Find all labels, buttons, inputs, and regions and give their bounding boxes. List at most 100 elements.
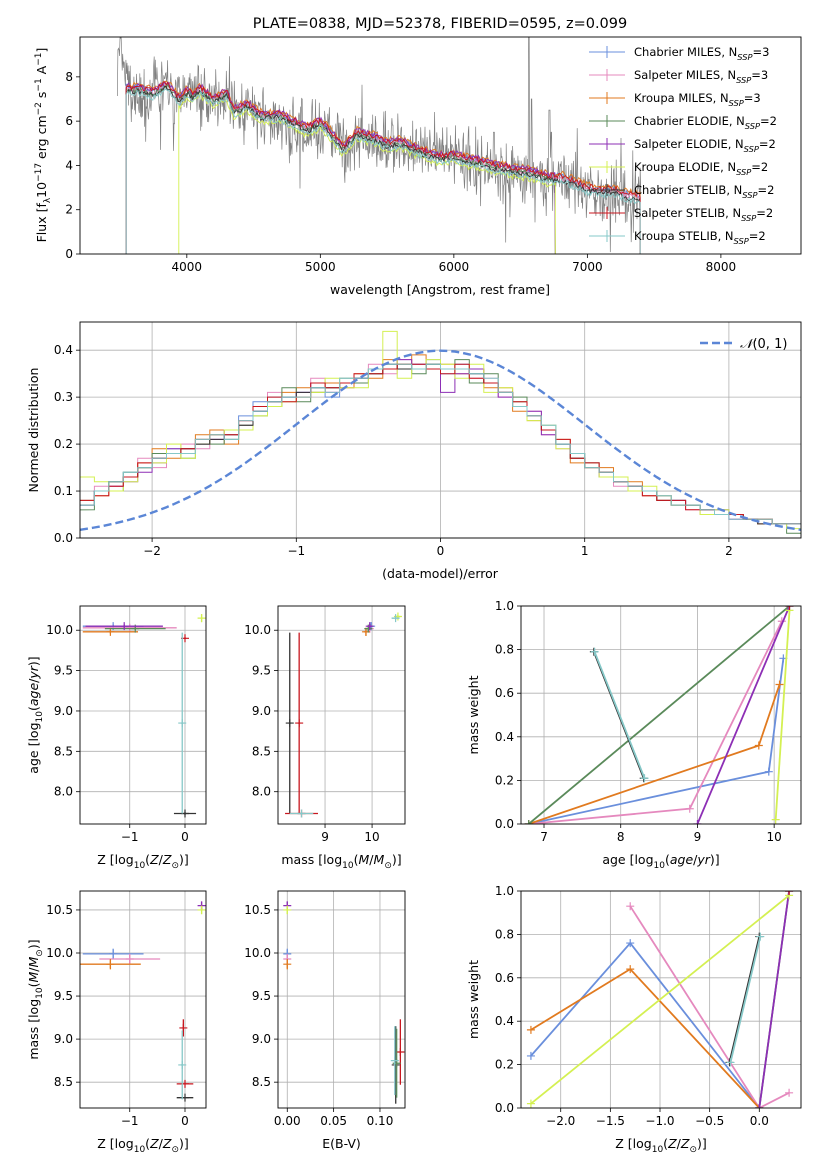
text-part: SSP [744, 144, 759, 154]
data-point [285, 719, 294, 728]
x-tick-label: 9 [321, 830, 329, 844]
chart-mass-weight-vs-Z: −2.0 −1.5 −1.0 −0.5 0.0 0.0 0.2 0.4 0.6 0.8 1.0 [495, 884, 802, 1128]
y-tick-label: 8.5 [54, 744, 73, 758]
weight-line [528, 606, 791, 824]
text-part: Salpeter MILES, N [634, 68, 736, 82]
text-part: Z [log [97, 1136, 133, 1151]
text-part: )] [179, 1136, 189, 1151]
text-part: SSP [745, 121, 760, 131]
model-line [125, 81, 641, 254]
data-point [295, 719, 304, 728]
text-part: )] [26, 656, 41, 666]
text-part: SSP [741, 213, 756, 223]
text-part: 10 [652, 1145, 664, 1155]
x-tick-label: 10 [767, 830, 782, 844]
text-part: ⊙ [689, 1145, 697, 1155]
x-tick-label: 0.10 [367, 1114, 394, 1128]
weight-line [774, 610, 791, 820]
text-part: )] [26, 939, 41, 949]
x-tick-label: 8000 [706, 260, 737, 274]
text-part: =3 [752, 45, 769, 59]
text-part: 10 [35, 987, 45, 999]
y-tick-label: 0.4 [495, 730, 514, 744]
legend-label: Kroupa ELODIE, NSSP=2 [634, 160, 768, 177]
weight-point [526, 1025, 535, 1034]
y-tick-label: 10.5 [46, 903, 73, 917]
text-part: Z [680, 1136, 690, 1151]
data-point [197, 614, 206, 623]
data-point [178, 719, 187, 728]
text-part: ( [663, 1136, 668, 1151]
y-tick-label: 0.1 [54, 484, 73, 498]
weight-point [754, 741, 763, 750]
y-tick-label: 9.0 [252, 1032, 271, 1046]
x-tick-label: −0.5 [695, 1114, 724, 1128]
text-part: ( [354, 852, 359, 867]
plot-area [283, 901, 405, 1104]
text-part: Z [162, 1136, 172, 1151]
weight-point [693, 820, 702, 824]
text-part: SSP [737, 52, 752, 62]
x-tick-label: −1 [121, 830, 139, 844]
y-tick-label: 10.5 [244, 903, 271, 917]
data-point [106, 960, 115, 969]
text-part: M [26, 956, 41, 967]
y-tick-label: 8 [65, 70, 73, 84]
text-part: M [359, 852, 370, 867]
text-part: =2 [757, 183, 774, 197]
plot-area [82, 614, 206, 818]
text-part: Salpeter STELIB, N [634, 206, 741, 220]
y-tick-label: 9.0 [54, 704, 73, 718]
weight-point [726, 1058, 735, 1067]
weight-point [685, 804, 694, 813]
x-tick-label: 6000 [439, 260, 470, 274]
y-tick-label: 10.0 [244, 946, 271, 960]
plot-area [526, 891, 794, 1108]
text-part: =2 [756, 206, 773, 220]
y-tick-label: 0.0 [54, 531, 73, 545]
text-part: Flux [f [34, 203, 49, 243]
text-part: ( [26, 706, 41, 711]
y-axis-label: Flux [fλ10−17 erg cm−2 s−1 A−1] [34, 48, 53, 243]
text-part: ⊙ [171, 861, 179, 871]
text-part: age [log [26, 722, 41, 773]
text-part: Z [log [615, 1136, 651, 1151]
legend-label: Salpeter ELODIE, NSSP=2 [634, 137, 776, 154]
x-tick-label: −1 [287, 544, 305, 558]
weight-line [530, 941, 761, 1108]
weight-line [528, 658, 785, 824]
y-axis-label: Normed distribution [26, 368, 41, 493]
y-tick-label: 8.5 [54, 1075, 73, 1089]
data-point [365, 622, 374, 631]
chart-mass-vs-Z: −1 0 8.5 9.0 9.5 10.0 10.5 [46, 890, 207, 1128]
x-tick-label: 10 [364, 830, 379, 844]
text-part: )] [710, 852, 720, 867]
x-tick-label: 7 [540, 830, 548, 844]
x-tick-label: 0.05 [320, 1114, 347, 1128]
legend-label: Chabrier ELODIE, NSSP=2 [634, 114, 777, 131]
text-part: 10 [35, 711, 45, 723]
x-tick-label: 0.0 [750, 1114, 769, 1128]
text-part: Z [162, 852, 172, 867]
axes-frame [277, 605, 406, 825]
text-part: ( [145, 852, 150, 867]
text-part: Z [149, 852, 159, 867]
weight-point [590, 647, 599, 656]
axes-frame [79, 890, 207, 1109]
data-point [391, 614, 400, 623]
text-part: −17 [34, 163, 44, 182]
legend-label: Kroupa MILES, NSSP=3 [634, 91, 761, 108]
y-tick-label: 8.5 [252, 744, 271, 758]
text-part: yr [696, 852, 710, 867]
weight-line [528, 620, 783, 824]
text-part: age [670, 852, 694, 867]
y-tick-label: 4 [65, 158, 73, 172]
chart-age-vs-mass: 9 10 8.0 8.5 9.0 9.5 10.0 [244, 605, 406, 844]
weight-line [530, 967, 760, 1108]
x-tick-label: 0 [437, 544, 445, 558]
text-part: )] [697, 1136, 707, 1151]
weight-point [526, 1099, 535, 1108]
weight-point [775, 680, 784, 689]
chart-mass-weight-vs-age: 7 8 9 10 0.0 0.2 0.4 0.6 0.8 1.0 [495, 599, 802, 844]
